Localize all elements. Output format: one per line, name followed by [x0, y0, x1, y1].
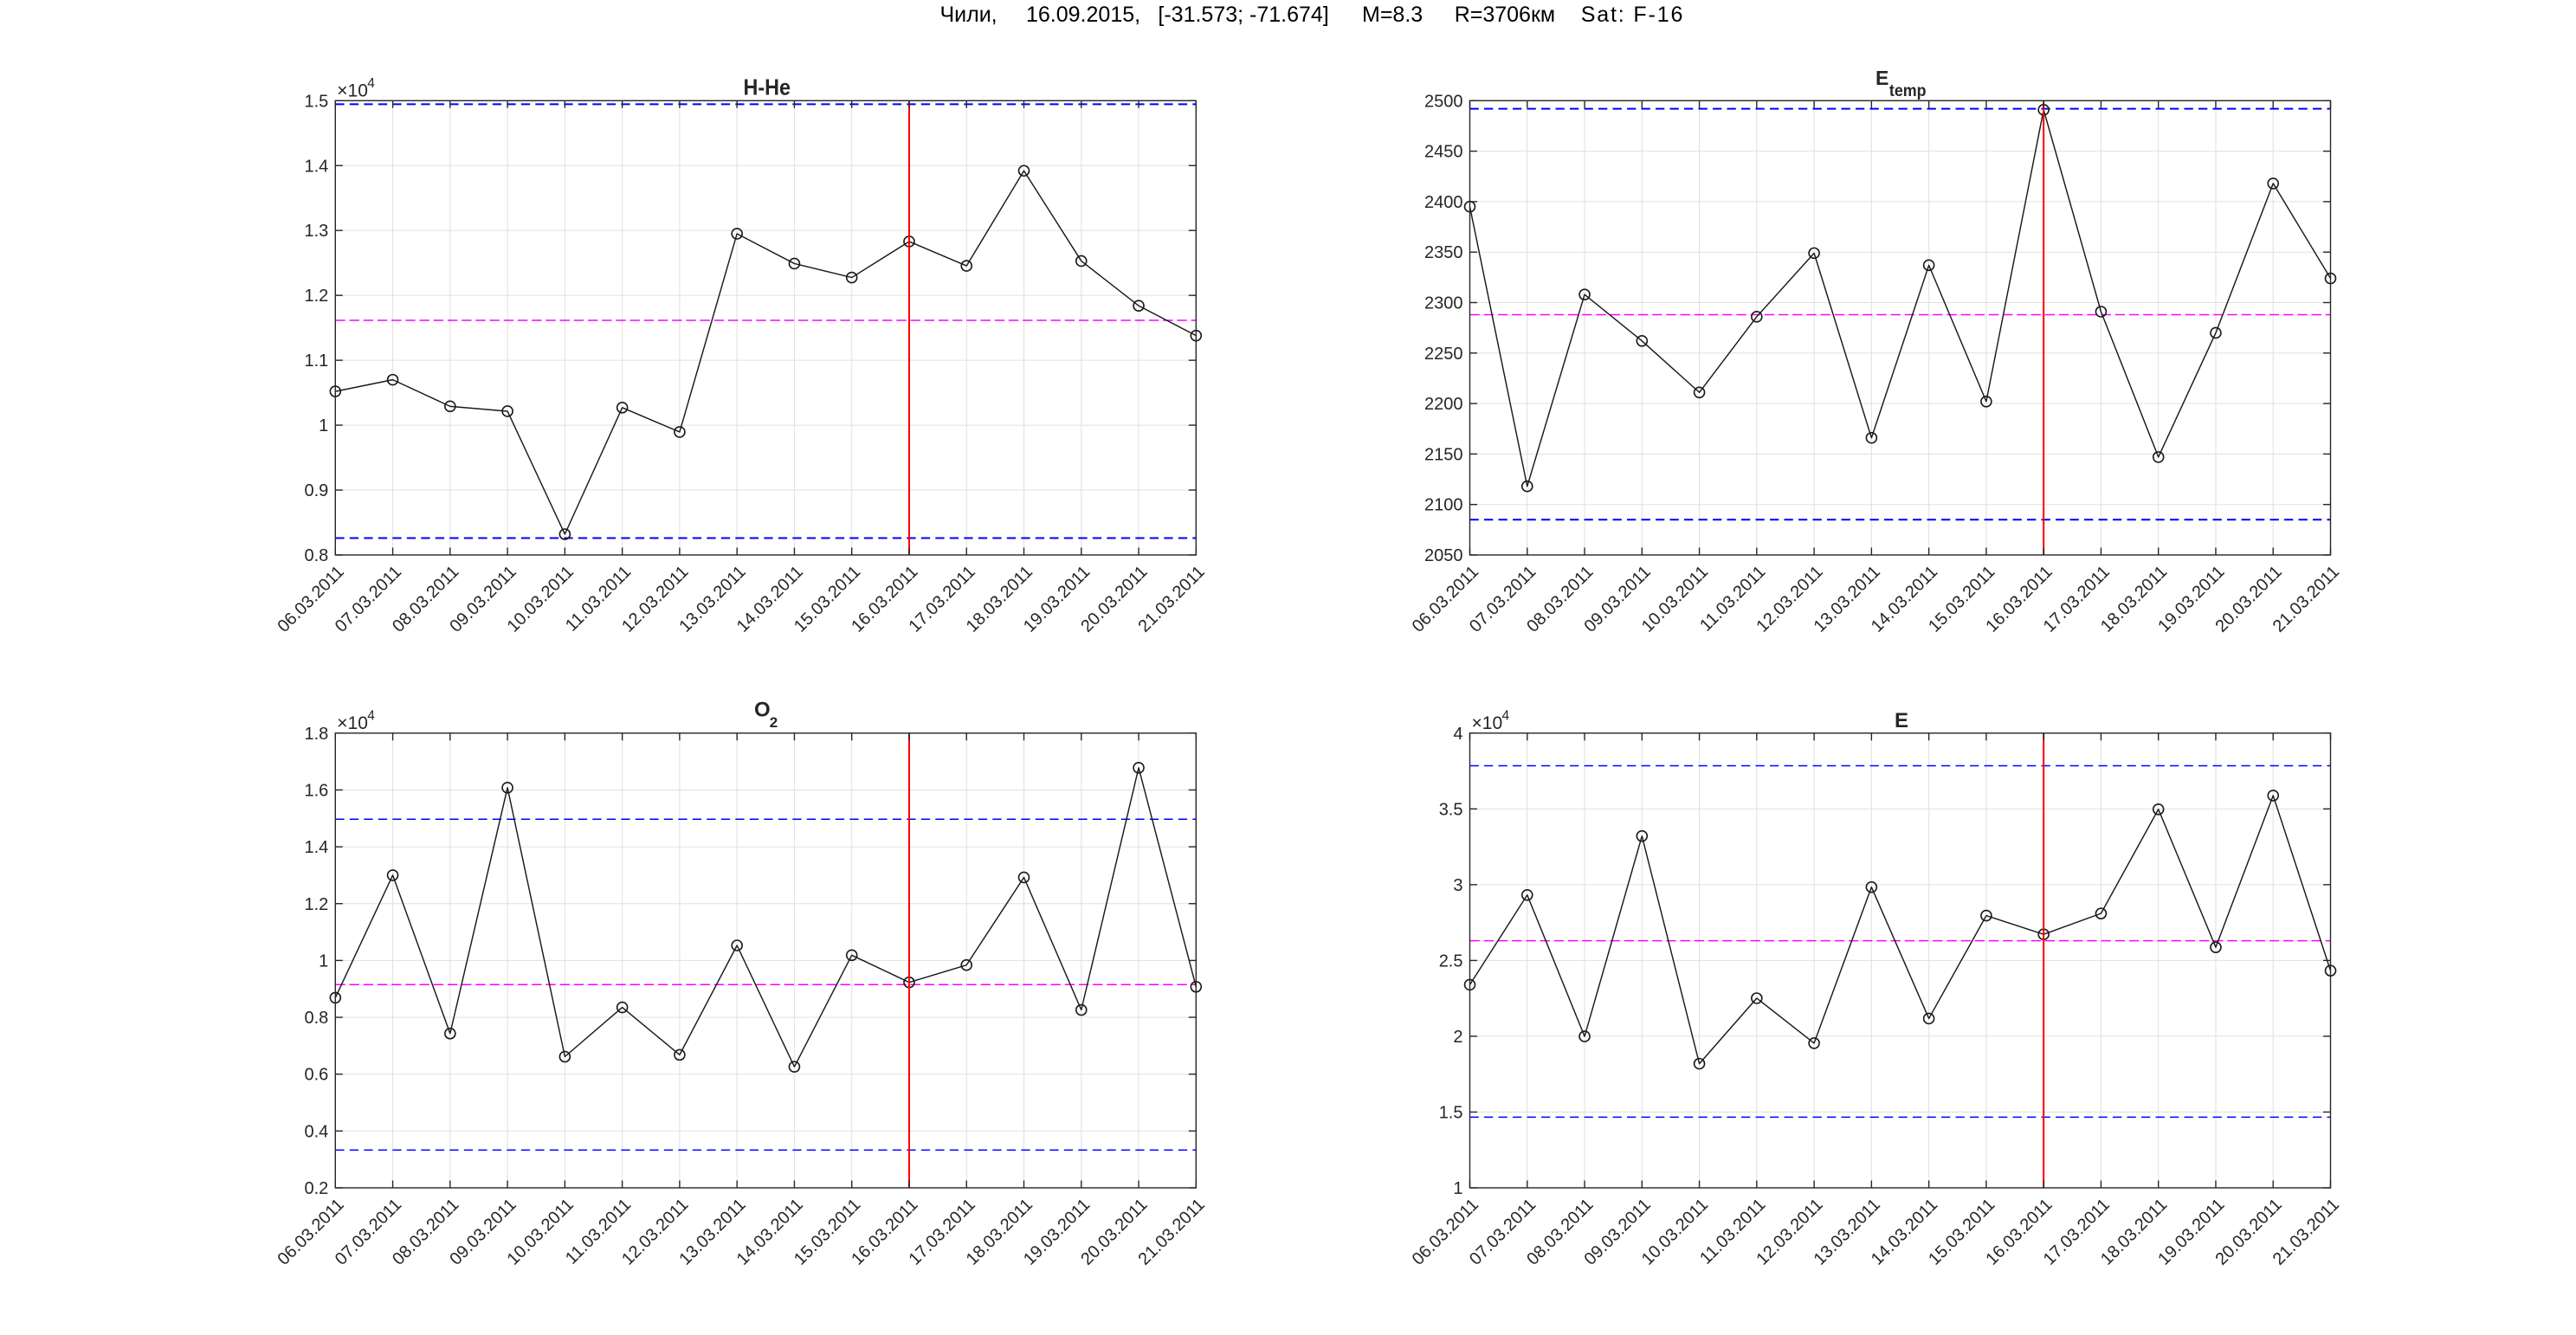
svg-text:16.09.2015,: 16.09.2015,: [1026, 3, 1140, 27]
svg-text:1.2: 1.2: [304, 895, 328, 914]
svg-text:0.4: 0.4: [304, 1122, 328, 1141]
svg-text:2350: 2350: [1424, 243, 1463, 262]
svg-text:2500: 2500: [1424, 92, 1463, 111]
svg-text:2250: 2250: [1424, 345, 1463, 364]
svg-text:1: 1: [319, 416, 328, 435]
svg-text:2: 2: [770, 714, 778, 731]
svg-text:2.5: 2.5: [1439, 951, 1463, 971]
svg-text:2200: 2200: [1424, 395, 1463, 414]
svg-text:0.8: 0.8: [304, 1009, 328, 1028]
svg-text:E: E: [1876, 67, 1888, 89]
svg-text:[-31.573; -71.674]: [-31.573; -71.674]: [1158, 3, 1328, 27]
svg-text:1.8: 1.8: [304, 725, 328, 744]
svg-text:2100: 2100: [1424, 496, 1463, 515]
svg-text:×10: ×10: [337, 81, 368, 100]
svg-text:×10: ×10: [1472, 713, 1503, 733]
svg-text:1.2: 1.2: [304, 287, 328, 306]
svg-text:4: 4: [367, 76, 375, 91]
svg-text:2150: 2150: [1424, 445, 1463, 464]
svg-text:1.5: 1.5: [304, 92, 328, 111]
svg-text:Чили,: Чили,: [940, 3, 997, 27]
svg-text:0.9: 0.9: [304, 481, 328, 500]
svg-text:1.4: 1.4: [304, 157, 328, 176]
svg-text:2300: 2300: [1424, 294, 1463, 313]
svg-text:4: 4: [367, 708, 375, 723]
svg-text:M=8.3: M=8.3: [1362, 3, 1423, 27]
svg-text:0.2: 0.2: [304, 1179, 328, 1198]
svg-text:2050: 2050: [1424, 546, 1463, 565]
svg-text:1.6: 1.6: [304, 781, 328, 800]
svg-text:×10: ×10: [337, 713, 368, 733]
svg-text:Sat: F-16: Sat: F-16: [1581, 3, 1683, 27]
svg-text:0.8: 0.8: [304, 546, 328, 565]
svg-text:1.1: 1.1: [304, 351, 328, 371]
svg-text:3: 3: [1453, 876, 1462, 895]
svg-text:4: 4: [1502, 708, 1510, 723]
svg-text:1.3: 1.3: [304, 222, 328, 241]
svg-text:3.5: 3.5: [1439, 800, 1463, 819]
svg-text:H-He: H-He: [744, 74, 791, 100]
svg-text:0.6: 0.6: [304, 1066, 328, 1085]
svg-text:1.4: 1.4: [304, 838, 328, 857]
svg-text:temp: temp: [1889, 82, 1927, 100]
svg-text:2: 2: [1453, 1028, 1462, 1047]
svg-text:2400: 2400: [1424, 193, 1463, 212]
svg-text:1: 1: [319, 951, 328, 971]
svg-text:O: O: [754, 699, 771, 722]
svg-text:1.5: 1.5: [1439, 1103, 1463, 1122]
svg-text:E: E: [1895, 709, 1908, 732]
svg-text:4: 4: [1453, 725, 1462, 744]
svg-text:R=3706км: R=3706км: [1455, 3, 1555, 27]
svg-text:2450: 2450: [1424, 143, 1463, 162]
svg-text:1: 1: [1453, 1179, 1462, 1198]
